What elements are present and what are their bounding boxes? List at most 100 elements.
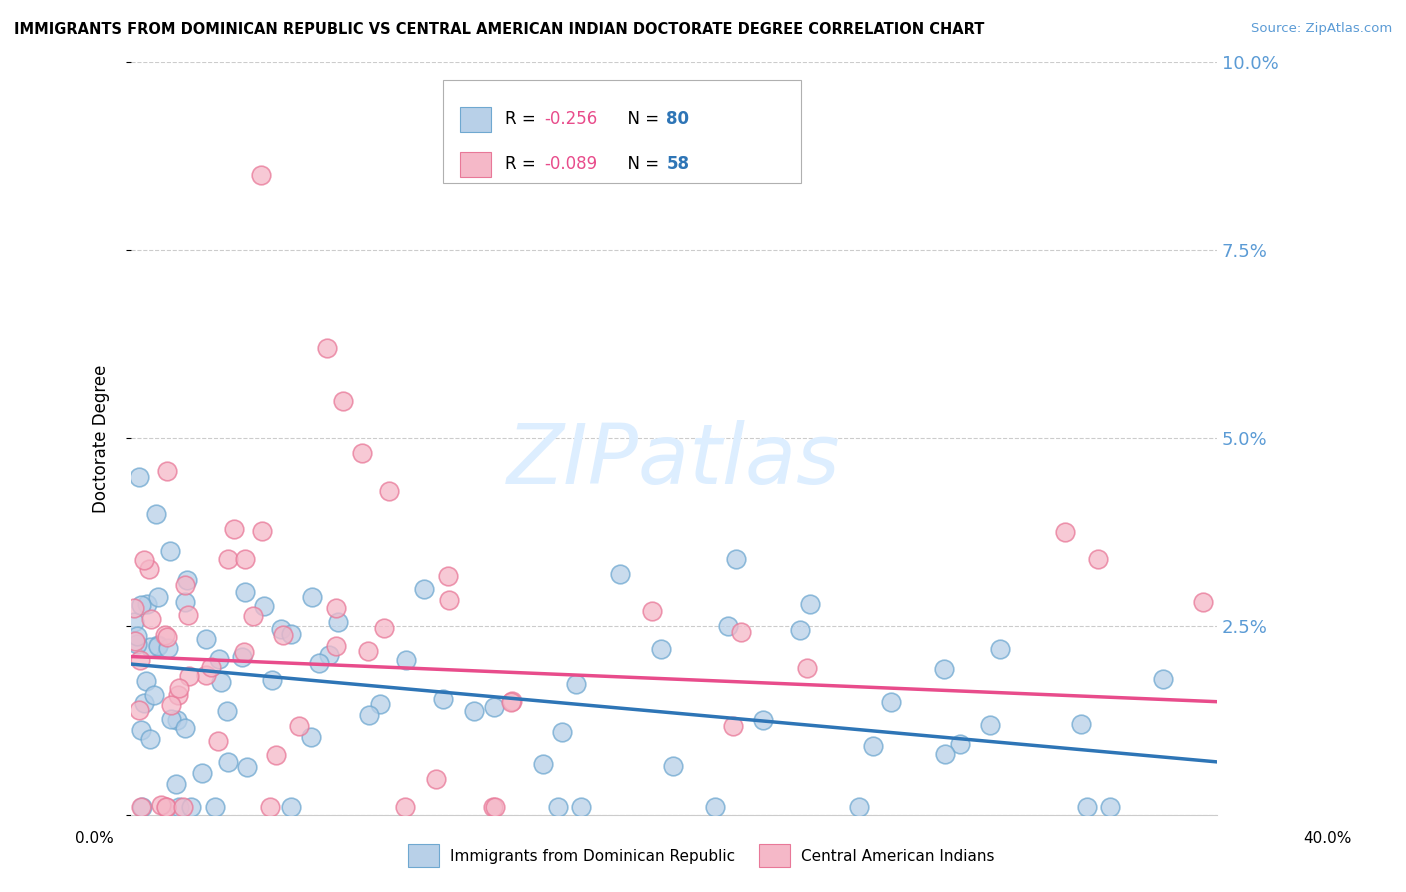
Point — [150, 797, 173, 812]
Point — [174, 578, 197, 592]
Point — [308, 657, 330, 671]
Point — [799, 597, 821, 611]
Point — [301, 591, 323, 605]
Text: N =: N = — [617, 111, 665, 128]
Point — [979, 718, 1001, 732]
Point — [138, 640, 160, 654]
Text: 80: 80 — [666, 111, 689, 128]
Point — [148, 590, 170, 604]
Y-axis label: Doctorate Degree: Doctorate Degree — [93, 364, 110, 513]
Point — [236, 760, 259, 774]
Point — [880, 695, 903, 709]
Point — [233, 551, 256, 566]
Point — [172, 800, 194, 814]
Point — [124, 633, 146, 648]
Point — [200, 660, 222, 674]
Point — [191, 766, 214, 780]
Point — [208, 652, 231, 666]
Point — [326, 615, 349, 629]
Point — [259, 800, 281, 814]
Point — [132, 696, 155, 710]
Text: 40.0%: 40.0% — [1303, 831, 1351, 846]
Point — [160, 712, 183, 726]
Text: -0.089: -0.089 — [544, 155, 598, 173]
Point — [128, 703, 150, 717]
Text: Central American Indians: Central American Indians — [801, 849, 995, 863]
Point — [1087, 552, 1109, 566]
Point — [132, 553, 155, 567]
Point — [609, 566, 631, 581]
Point — [131, 800, 153, 814]
Point — [128, 653, 150, 667]
Point — [128, 469, 150, 483]
Point — [122, 601, 145, 615]
Point — [370, 697, 392, 711]
Point — [934, 747, 956, 762]
Point — [235, 585, 257, 599]
Point — [569, 800, 592, 814]
Point — [650, 641, 672, 656]
Point — [425, 772, 447, 786]
Point — [270, 623, 292, 637]
Point — [724, 552, 747, 566]
Point — [789, 623, 811, 637]
Point — [730, 625, 752, 640]
Point — [501, 695, 523, 709]
Point — [1191, 595, 1213, 609]
Point — [378, 483, 401, 498]
Text: R =: R = — [505, 155, 541, 173]
Point — [146, 638, 169, 652]
Point — [481, 800, 503, 814]
Point — [318, 648, 340, 662]
Point — [288, 719, 311, 733]
Point — [325, 601, 347, 615]
Point — [373, 621, 395, 635]
Point — [129, 598, 152, 612]
Point — [332, 393, 354, 408]
Point — [350, 446, 373, 460]
Text: 58: 58 — [666, 155, 689, 173]
Text: IMMIGRANTS FROM DOMINICAN REPUBLIC VS CENTRAL AMERICAN INDIAN DOCTORATE DEGREE C: IMMIGRANTS FROM DOMINICAN REPUBLIC VS CE… — [14, 22, 984, 37]
Point — [717, 619, 740, 633]
Point — [125, 629, 148, 643]
Point — [662, 759, 685, 773]
Point — [359, 707, 381, 722]
Point — [531, 757, 554, 772]
Point — [167, 800, 190, 814]
Point — [325, 639, 347, 653]
Point — [641, 604, 664, 618]
Point — [195, 667, 218, 681]
Point — [1098, 800, 1121, 814]
Point — [217, 552, 239, 566]
Point — [125, 637, 148, 651]
Point — [704, 800, 727, 814]
Point — [260, 673, 283, 687]
Point — [174, 721, 197, 735]
Point — [217, 755, 239, 769]
Point — [253, 599, 276, 613]
Point — [796, 661, 818, 675]
Point — [129, 800, 152, 814]
Point — [721, 719, 744, 733]
Point — [156, 464, 179, 478]
Text: Source: ZipAtlas.com: Source: ZipAtlas.com — [1251, 22, 1392, 36]
Point — [159, 544, 181, 558]
Point — [129, 723, 152, 738]
Point — [174, 595, 197, 609]
Point — [180, 800, 202, 814]
Point — [177, 607, 200, 622]
Point — [122, 615, 145, 630]
Point — [1053, 525, 1076, 540]
Point — [752, 713, 775, 727]
Point — [250, 168, 273, 182]
Point — [484, 800, 506, 814]
Point — [395, 653, 418, 667]
Point — [215, 704, 238, 718]
Point — [155, 800, 177, 814]
Point — [167, 688, 190, 702]
Point — [242, 608, 264, 623]
Point — [204, 800, 226, 814]
Point — [141, 613, 163, 627]
Point — [194, 632, 217, 646]
Point — [1070, 717, 1092, 731]
